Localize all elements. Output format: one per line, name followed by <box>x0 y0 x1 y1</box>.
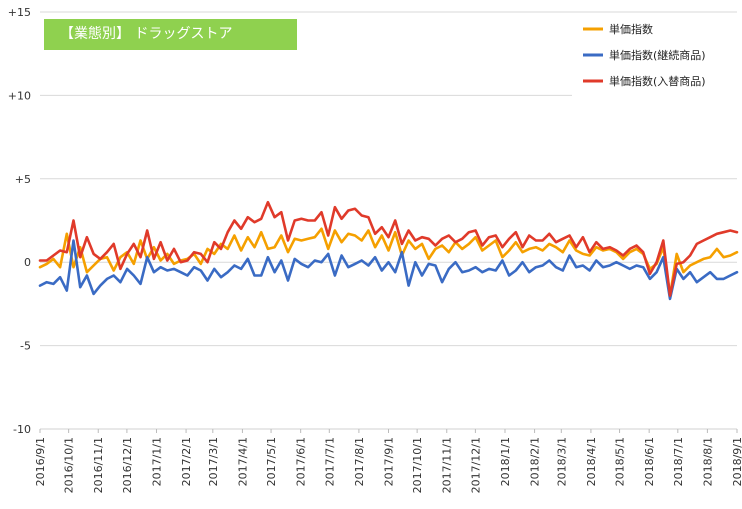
x-tick-label: 2017/5/1 <box>265 437 278 486</box>
x-tick-label: 2016/11/1 <box>92 437 105 493</box>
series-lines <box>38 200 739 301</box>
x-tick-label: 2017/10/1 <box>411 437 424 493</box>
x-tick-label: 2016/10/1 <box>63 437 76 493</box>
x-tick-label: 2018/9/1 <box>731 437 742 486</box>
series-line-1 <box>38 239 739 301</box>
chart-title: 【業態別】 ドラッグストア <box>44 19 297 50</box>
x-tick-label: 2018/4/1 <box>585 437 598 486</box>
x-tick-label: 2018/5/1 <box>614 437 627 486</box>
y-tick-label: +5 <box>15 173 31 186</box>
x-tick-label: 2017/8/1 <box>353 437 366 486</box>
x-tick-label: 2018/2/1 <box>529 437 542 486</box>
x-tick-label: 2017/9/1 <box>383 437 396 486</box>
x-tick-label: 2018/7/1 <box>672 437 685 486</box>
x-tick-label: 2017/12/1 <box>469 437 482 493</box>
y-tick-label: +15 <box>8 6 31 19</box>
y-tick-label: 0 <box>24 256 31 269</box>
x-axis-ticks: 2016/9/1 2016/10/1 2016/11/1 2016/12/1 2017/… <box>34 429 742 493</box>
x-tick-label: 2018/1/1 <box>499 437 512 486</box>
series-line-2 <box>38 200 739 297</box>
x-tick-label: 2017/7/1 <box>323 437 336 486</box>
y-tick-label: -5 <box>20 340 31 353</box>
x-tick-label: 2016/12/1 <box>121 437 134 493</box>
x-tick-label: 2018/8/1 <box>701 437 714 486</box>
y-axis-ticks: +15 +10 +5 0 -5 -10 <box>8 6 31 436</box>
x-tick-label: 2018/6/1 <box>643 437 656 486</box>
y-tick-label: +10 <box>8 89 31 102</box>
legend-label-2: 単価指数(入替商品) <box>609 74 706 88</box>
legend-label-1: 単価指数(継続商品) <box>609 48 706 62</box>
x-tick-label: 2016/9/1 <box>34 437 47 486</box>
y-tick-label: -10 <box>13 423 31 436</box>
x-tick-label: 2018/3/1 <box>555 437 568 486</box>
x-tick-label: 2017/3/1 <box>207 437 220 486</box>
x-tick-label: 2017/2/1 <box>180 437 193 486</box>
legend-label-0: 単価指数 <box>609 22 653 36</box>
x-tick-label: 2017/6/1 <box>295 437 308 486</box>
x-tick-label: 2017/1/1 <box>150 437 163 486</box>
x-tick-label: 2017/11/1 <box>441 437 454 493</box>
x-tick-label: 2017/4/1 <box>236 437 249 486</box>
